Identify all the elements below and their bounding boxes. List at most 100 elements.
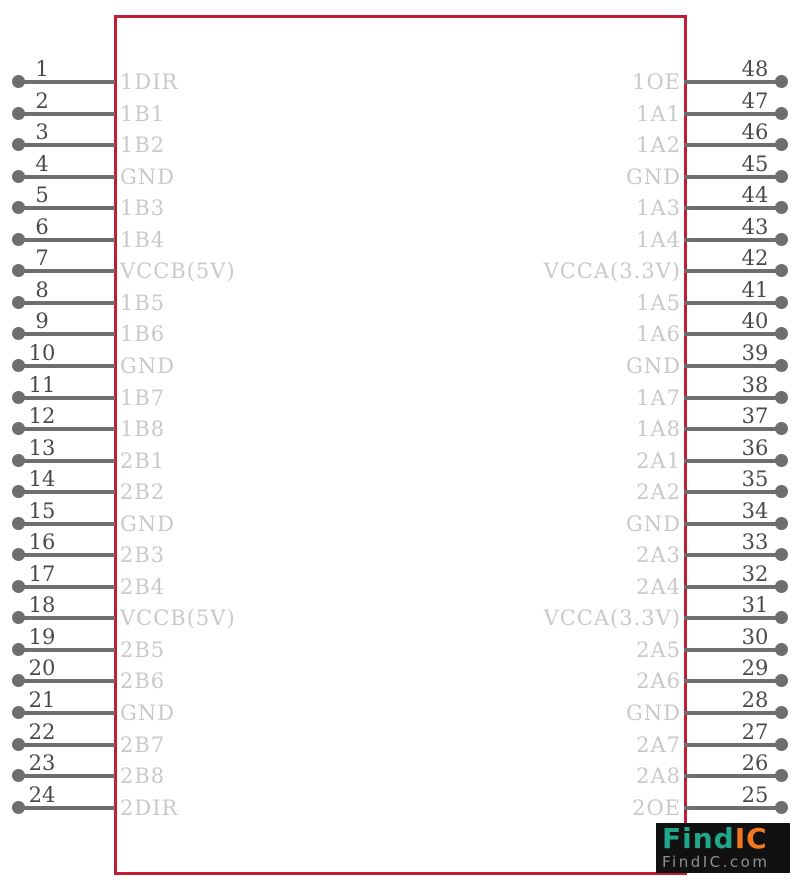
pin-dot: [12, 169, 25, 183]
pin-number: 25: [741, 782, 769, 807]
pin-dot: [775, 106, 788, 120]
pin-label: GND: [626, 701, 681, 725]
pin-dot: [775, 295, 788, 309]
pin-wire: [684, 647, 779, 652]
pin-number: 42: [741, 246, 769, 271]
pin-number: 41: [741, 277, 769, 302]
pin-wire: [18, 647, 115, 652]
pin-number: 9: [35, 309, 49, 334]
pin-label: 1B2: [120, 133, 166, 158]
pin-label: 1A1: [636, 101, 681, 126]
pin-label: 2A4: [636, 574, 681, 599]
pin-wire: [684, 143, 779, 148]
pin-number: 31: [741, 593, 769, 618]
pin-dot: [12, 390, 25, 404]
pin-wire: [684, 363, 779, 368]
pin-wire: [684, 805, 779, 810]
pin-wire: [684, 584, 779, 589]
pin-label: 1A8: [636, 417, 681, 442]
pin-dot: [775, 138, 788, 152]
pin-number: 35: [741, 467, 769, 492]
logo-text-ic: IC: [734, 822, 768, 855]
pin-wire: [18, 269, 115, 274]
pin-label: 1A4: [636, 227, 681, 252]
pin-label: 1B1: [120, 101, 166, 126]
pin-dot: [775, 737, 788, 751]
pin-number: 30: [741, 624, 769, 649]
pin-number: 19: [28, 624, 56, 649]
pin-label: GND: [120, 164, 175, 189]
pin-label: 2A2: [636, 480, 681, 505]
pin-dot: [12, 674, 25, 688]
pin-number: 48: [741, 57, 769, 81]
pin-dot: [775, 232, 788, 246]
pin-wire: [684, 206, 779, 211]
pin-label: 2A3: [636, 543, 681, 568]
pin-dot: [12, 106, 25, 120]
pin-label: 2B3: [120, 543, 166, 568]
pin-number: 1: [35, 57, 49, 81]
pin-wire: [18, 616, 115, 621]
pin-label: 2A5: [636, 637, 681, 662]
pin-number: 22: [28, 719, 56, 744]
pin-wire: [18, 742, 115, 747]
pin-label: 2B5: [120, 637, 166, 662]
pin-label: 2A8: [636, 764, 681, 789]
pin-dot: [775, 327, 788, 341]
pin-dot: [775, 579, 788, 593]
pin-wire: [684, 427, 779, 432]
pin-label: VCCA(3.3V): [543, 606, 681, 631]
pin-number: 34: [741, 498, 769, 523]
pin-label: VCCA(3.3V): [543, 259, 681, 284]
pin-number: 23: [28, 751, 56, 776]
pin-number: 26: [741, 751, 769, 776]
pin-dot: [12, 201, 25, 215]
pin-wire: [18, 332, 115, 337]
pin-label: 2B4: [120, 574, 166, 599]
pin-wire: [18, 206, 115, 211]
pin-dot: [12, 485, 25, 499]
pin-number: 15: [28, 498, 56, 523]
pin-wire: [18, 427, 115, 432]
pin-dot: [775, 674, 788, 688]
pin-number: 28: [741, 688, 769, 712]
pin-number: 6: [35, 214, 49, 239]
pin-wire: [18, 805, 115, 810]
pin-dot: [12, 138, 25, 152]
pin-label: GND: [120, 511, 175, 536]
pin-dot: [775, 706, 788, 719]
pin-label: GND: [626, 511, 681, 536]
pin-wire: [684, 521, 779, 526]
pin-label: 2B2: [120, 480, 166, 505]
pin-wire: [18, 80, 115, 84]
pin-number: 10: [28, 340, 56, 365]
pin-number: 3: [35, 120, 49, 145]
pin-dot: [775, 75, 788, 88]
pin-dot: [775, 642, 788, 656]
pin-dot: [12, 358, 25, 372]
pin-dot: [775, 769, 788, 783]
pin-number: 13: [28, 435, 56, 460]
pin-dot: [775, 169, 788, 183]
pin-number: 43: [741, 214, 769, 239]
pin-dot: [12, 453, 25, 467]
pin-number: 5: [35, 183, 49, 208]
pin-dot: [12, 75, 25, 88]
pin-number: 39: [741, 340, 769, 365]
pin-wire: [18, 363, 115, 368]
pin-label: 1B6: [120, 322, 166, 347]
pin-label: 2A7: [636, 732, 681, 757]
pin-label: 2B1: [120, 448, 166, 473]
pin-label: 2B6: [120, 669, 166, 694]
pin-number: 29: [741, 656, 769, 681]
pin-wire: [684, 490, 779, 495]
pin-number: 46: [741, 120, 769, 145]
pin-dot: [12, 642, 25, 656]
pin-dot: [12, 737, 25, 751]
pin-number: 24: [28, 782, 56, 807]
pin-wire: [18, 553, 115, 558]
pin-label: 2OE: [632, 795, 681, 820]
pin-label: 1B4: [120, 227, 166, 252]
pin-label: 1B3: [120, 196, 166, 221]
